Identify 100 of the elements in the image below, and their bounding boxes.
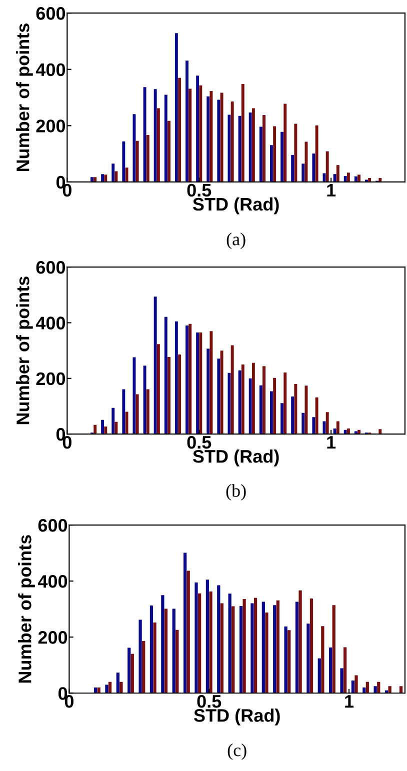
bar xyxy=(250,603,254,694)
bar xyxy=(168,356,170,434)
y-tick-label: 200 xyxy=(36,120,66,132)
x-axis-title: STD (Rad) xyxy=(194,708,280,726)
bar xyxy=(291,154,294,182)
bar xyxy=(270,145,273,182)
bar xyxy=(198,593,202,694)
bar xyxy=(238,116,242,182)
bar xyxy=(154,89,157,182)
bar xyxy=(196,332,200,434)
bar xyxy=(116,672,120,694)
bar xyxy=(156,344,160,434)
bar xyxy=(230,101,234,182)
bar xyxy=(188,324,192,434)
bar xyxy=(136,140,139,182)
bar xyxy=(254,598,258,694)
bar xyxy=(210,331,213,434)
x-tick-label: 0.5 xyxy=(187,436,212,449)
bar xyxy=(130,654,134,694)
bar xyxy=(366,682,370,694)
bar xyxy=(336,421,340,434)
bar xyxy=(302,164,305,182)
x-axis-title: STD (Rad) xyxy=(192,450,279,466)
bar xyxy=(248,378,252,434)
bar xyxy=(220,350,224,434)
bar xyxy=(343,647,347,694)
bar xyxy=(294,124,298,182)
bar xyxy=(377,682,380,694)
bar xyxy=(146,134,150,182)
bar xyxy=(273,378,276,434)
bar xyxy=(332,605,336,694)
bar xyxy=(351,680,355,694)
bar xyxy=(143,87,146,182)
bar xyxy=(252,108,255,182)
bar xyxy=(333,174,336,182)
bar xyxy=(154,296,157,434)
bar xyxy=(252,362,255,434)
bar xyxy=(220,92,224,182)
bar xyxy=(122,141,126,182)
bar xyxy=(346,428,350,434)
bar xyxy=(114,171,118,182)
bar xyxy=(186,60,188,182)
bar xyxy=(294,384,298,434)
bar xyxy=(164,94,168,182)
bar xyxy=(94,177,97,182)
bar xyxy=(310,598,314,694)
bar xyxy=(146,389,150,434)
bar xyxy=(336,165,340,182)
bar xyxy=(194,582,198,694)
bar xyxy=(178,78,182,182)
y-tick-label: 200 xyxy=(36,372,66,386)
bar xyxy=(228,594,232,694)
x-tick-label: 0.5 xyxy=(197,694,222,708)
y-axis-title: Number of points xyxy=(16,24,33,172)
y-tick-label: 400 xyxy=(38,575,68,588)
text: (b) xyxy=(226,484,246,501)
bar xyxy=(241,84,244,182)
bar xyxy=(90,177,94,182)
bar xyxy=(209,591,212,694)
bar xyxy=(101,420,104,434)
bar xyxy=(199,332,202,434)
y-tick-label: 400 xyxy=(36,63,66,76)
bar xyxy=(104,426,108,434)
bar xyxy=(344,176,347,182)
bar xyxy=(150,605,154,694)
y-tick-label: 200 xyxy=(38,631,68,644)
bar xyxy=(132,357,136,434)
bar xyxy=(273,126,276,182)
bar xyxy=(326,412,329,434)
bar xyxy=(248,112,252,182)
bar xyxy=(112,408,115,434)
bar xyxy=(302,412,305,434)
bar xyxy=(276,600,280,694)
bar xyxy=(164,316,168,434)
bar xyxy=(238,370,242,434)
y-tick-label: 400 xyxy=(36,316,66,330)
bar xyxy=(94,424,97,434)
bar xyxy=(97,688,100,694)
bar xyxy=(122,389,126,434)
bar xyxy=(280,403,284,434)
bar xyxy=(136,394,139,434)
bar xyxy=(186,326,188,434)
bar xyxy=(184,552,187,694)
text: (a) xyxy=(226,232,246,249)
bar xyxy=(284,104,287,182)
bar xyxy=(232,606,235,694)
bar xyxy=(358,174,360,182)
bar xyxy=(206,580,210,694)
bar xyxy=(291,396,294,434)
bar xyxy=(326,151,329,182)
bar xyxy=(164,608,168,694)
bar xyxy=(333,428,336,434)
x-tick-label: 1 xyxy=(327,184,336,196)
x-axis-title: STD (Rad) xyxy=(192,197,279,214)
bar xyxy=(346,172,350,182)
bar xyxy=(241,364,244,434)
bar xyxy=(378,429,382,434)
y-tick-label: 600 xyxy=(38,518,68,532)
bar xyxy=(262,602,265,694)
bar xyxy=(101,174,104,182)
